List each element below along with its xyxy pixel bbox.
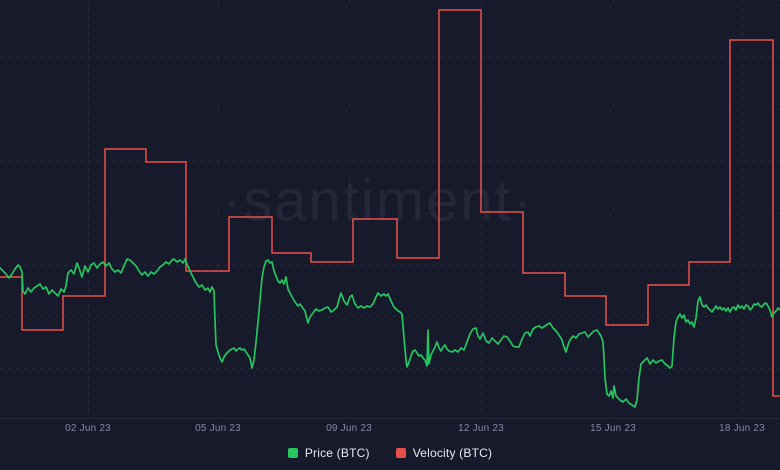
chart-legend: Price (BTC) Velocity (BTC) [0,446,780,460]
x-axis: 02 Jun 23 05 Jun 23 09 Jun 23 12 Jun 23 15 J… [0,418,780,439]
legend-item-price[interactable]: Price (BTC) [287,446,370,460]
legend-item-velocity[interactable]: Velocity (BTC) [395,446,493,460]
chart-gridlines [0,0,780,418]
price-legend-swatch-icon [287,448,298,458]
x-axis-label: 05 Jun 23 [195,423,241,434]
santiment-watermark: ·santiment· [222,169,534,234]
price-line[interactable] [0,258,780,408]
velocity-legend-swatch-icon [395,448,406,458]
price-legend-label: Price (BTC) [304,446,370,460]
x-axis-label: 09 Jun 23 [326,423,372,434]
x-axis-label: 15 Jun 23 [590,423,636,434]
x-axis-label: 18 Jun 23 [719,423,765,434]
chart-series [0,9,780,408]
price-velocity-chart[interactable]: ·santiment· [0,0,780,418]
velocity-legend-label: Velocity (BTC) [412,446,493,460]
x-axis-label: 12 Jun 23 [458,423,504,434]
x-axis-label: 02 Jun 23 [65,423,111,434]
velocity-step-line[interactable] [0,9,780,397]
